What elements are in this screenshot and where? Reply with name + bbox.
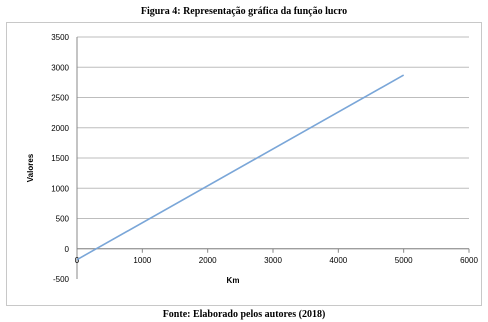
profit-line-chart: -500 0 500 1000 1500 2000 2500 3000 3500 0 1000 20… [26, 33, 479, 285]
y-tick-label: 500 [56, 215, 70, 224]
figure-title: Figura 4: Representação gráfica da funçã… [140, 6, 348, 17]
y-tick-label: 0 [65, 245, 70, 254]
y-axis-label: Valores [26, 153, 35, 182]
x-tick-labels: 0 1000 2000 3000 4000 5000 6000 [75, 256, 479, 265]
y-tick-label: 2000 [51, 124, 69, 133]
y-tick-label: 3000 [51, 63, 69, 72]
x-tick-label: 1000 [133, 256, 151, 265]
axes [76, 37, 470, 279]
x-tick-label: 4000 [329, 256, 347, 265]
x-tick-label: 2000 [199, 256, 217, 265]
x-axis-label: Km [227, 276, 240, 285]
gridlines [77, 36, 469, 250]
x-tick-label: 6000 [460, 256, 478, 265]
y-tick-label: 1500 [51, 154, 69, 163]
figure-source: Fonte: Elaborado pelos autores (2018) [162, 309, 326, 320]
y-tick-label: -500 [53, 275, 70, 284]
profit-series-line [76, 74, 405, 261]
y-tick-label: 2500 [51, 94, 69, 103]
series-layer [76, 74, 405, 261]
x-tick-label: 5000 [395, 256, 413, 265]
chart-frame: -500 0 500 1000 1500 2000 2500 3000 3500 0 1000 20… [6, 22, 482, 306]
y-tick-label: 1000 [51, 184, 69, 193]
x-tick-label: 0 [75, 256, 80, 265]
y-tick-label: 3500 [51, 33, 69, 42]
x-tick-label: 3000 [264, 256, 282, 265]
y-tick-labels: -500 0 500 1000 1500 2000 2500 3000 3500 [51, 33, 69, 284]
